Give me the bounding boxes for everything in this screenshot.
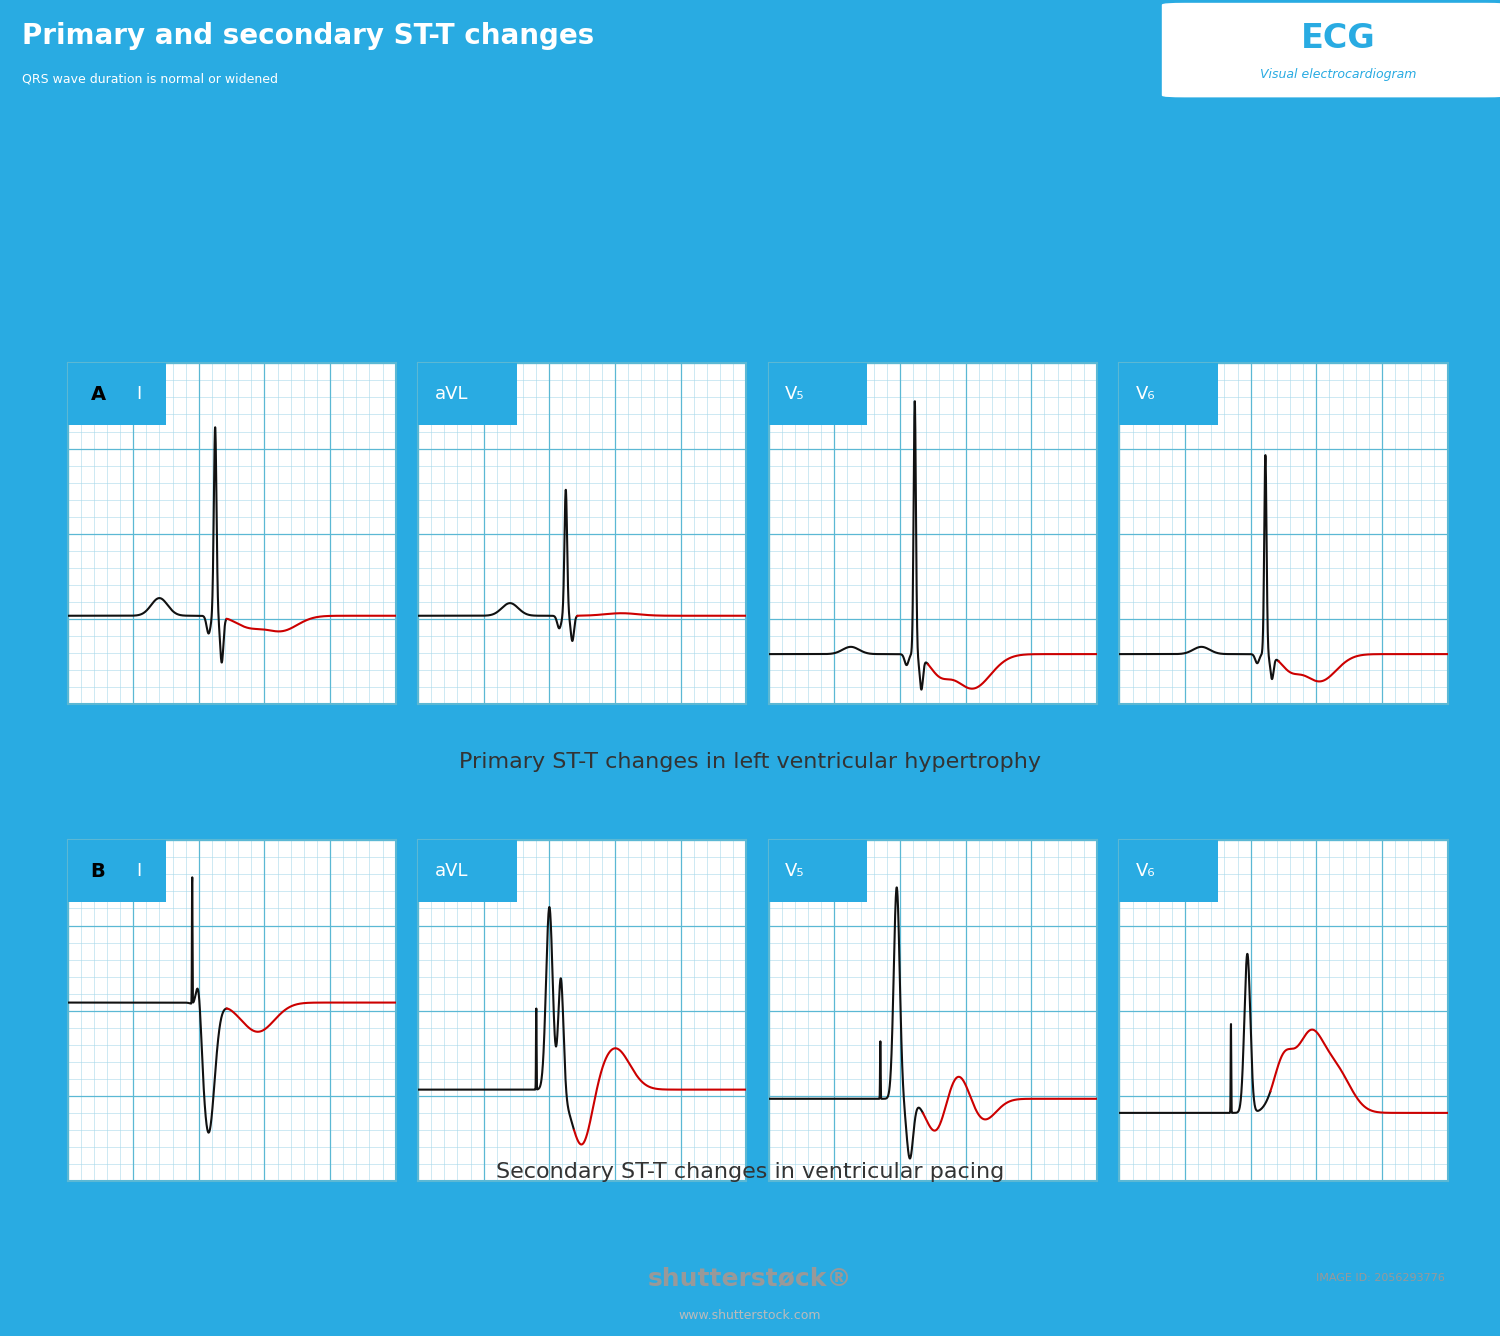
Text: www.shutterstock.com: www.shutterstock.com <box>678 1309 822 1321</box>
Bar <box>419 363 516 425</box>
Text: aVL: aVL <box>435 862 468 880</box>
Text: Primary ST-T changes in left ventricular hypertrophy: Primary ST-T changes in left ventricular… <box>459 752 1041 771</box>
Bar <box>419 840 516 902</box>
Bar <box>768 840 867 902</box>
Text: V₆: V₆ <box>1136 862 1155 880</box>
Text: V₅: V₅ <box>784 385 804 403</box>
Text: IMAGE ID: 2056293776: IMAGE ID: 2056293776 <box>1316 1273 1444 1283</box>
Text: shutterstøck®: shutterstøck® <box>648 1267 852 1291</box>
Text: Visual electrocardiogram: Visual electrocardiogram <box>1260 68 1416 81</box>
Text: I: I <box>136 385 141 403</box>
Text: V₅: V₅ <box>784 862 804 880</box>
Text: ECG: ECG <box>1300 21 1376 55</box>
FancyBboxPatch shape <box>1162 4 1500 96</box>
Bar <box>1119 840 1218 902</box>
Text: QRS wave duration is normal or widened: QRS wave duration is normal or widened <box>22 72 279 86</box>
Text: Primary and secondary ST-T changes: Primary and secondary ST-T changes <box>22 21 594 49</box>
Bar <box>1119 363 1218 425</box>
Text: V₆: V₆ <box>1136 385 1155 403</box>
Text: aVL: aVL <box>435 385 468 403</box>
Bar <box>768 363 867 425</box>
Bar <box>68 840 166 902</box>
Text: A: A <box>90 385 105 403</box>
Text: Secondary ST-T changes in ventricular pacing: Secondary ST-T changes in ventricular pa… <box>496 1162 1004 1182</box>
Text: B: B <box>90 862 105 880</box>
Text: I: I <box>136 862 141 880</box>
Bar <box>68 363 166 425</box>
